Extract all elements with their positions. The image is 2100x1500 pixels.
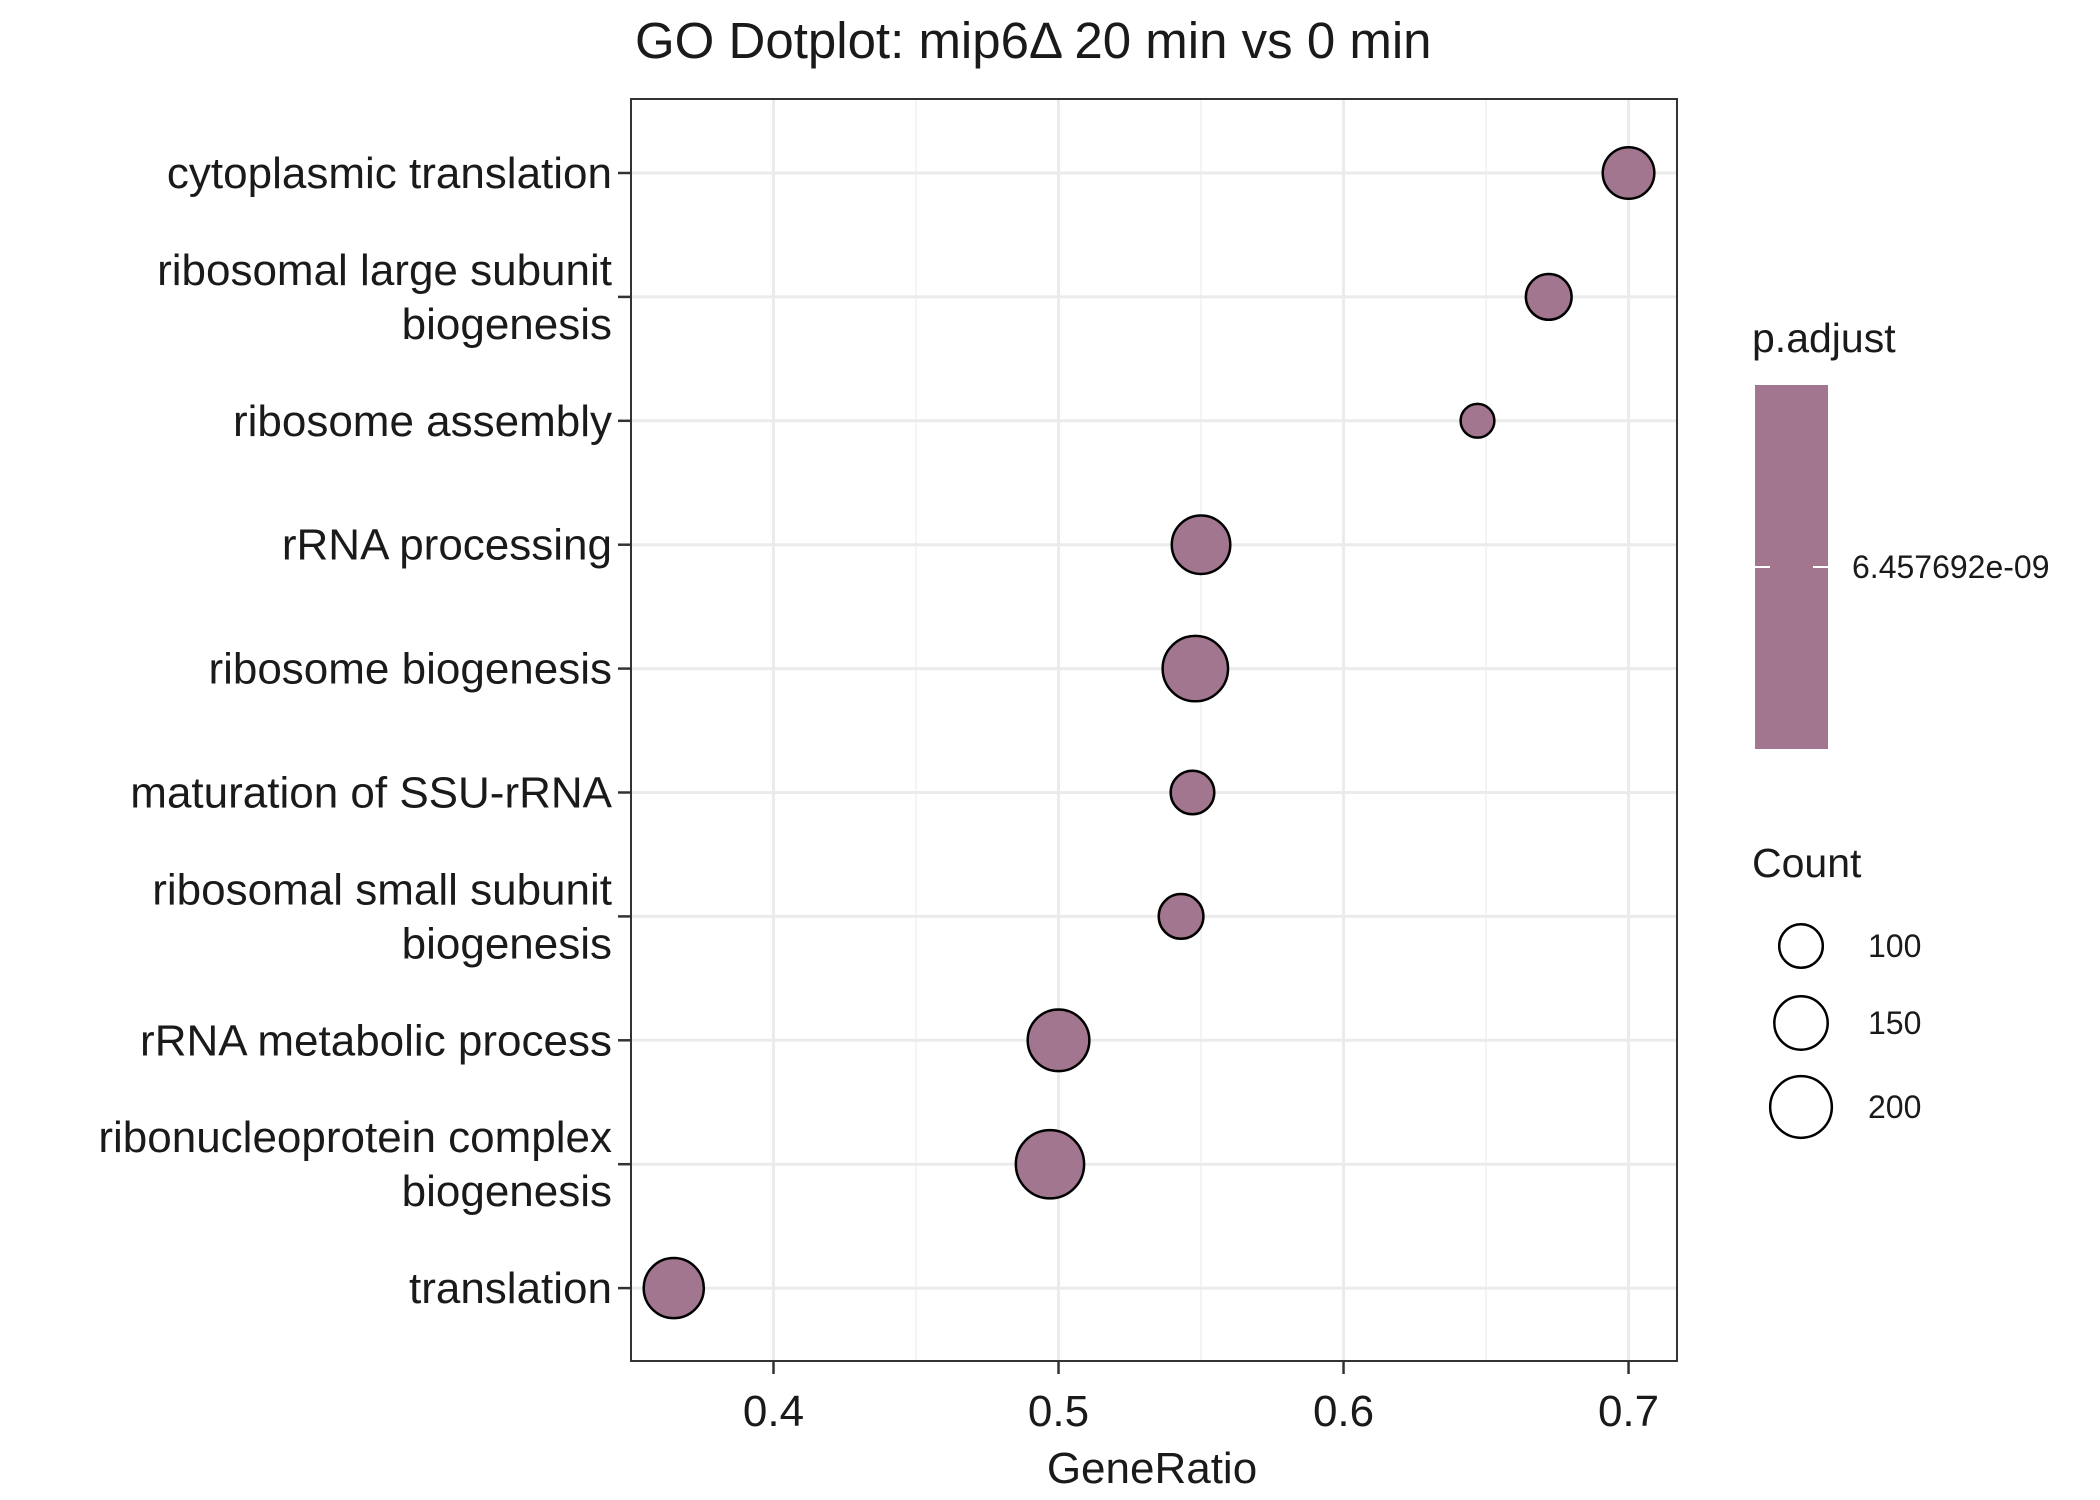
- x-tick-label: 0.6: [1313, 1387, 1374, 1436]
- data-point: [1161, 634, 1230, 703]
- category-label: rRNA processing: [282, 521, 612, 570]
- data-point: [1170, 514, 1232, 576]
- category-label: cytoplasmic translation: [167, 149, 612, 198]
- category-label: ribosome assembly: [233, 397, 612, 446]
- data-point: [1157, 892, 1205, 940]
- plot-area: cytoplasmic translation ribosomal large s…: [98, 98, 1678, 1436]
- count-legend-label: 150: [1868, 1005, 1921, 1041]
- x-tick-label: 0.7: [1598, 1387, 1659, 1436]
- category-label: translation: [409, 1264, 612, 1313]
- data-point: [1026, 1008, 1091, 1073]
- data-point: [1459, 402, 1496, 439]
- plot-border: [630, 98, 1678, 1362]
- count-legend-label: 200: [1868, 1089, 1921, 1125]
- data-point: [1014, 1128, 1086, 1200]
- data-point: [1601, 145, 1656, 201]
- x-tick-label: 0.4: [743, 1387, 804, 1436]
- x-axis-title: GeneRatio: [1047, 1444, 1257, 1493]
- data-point: [642, 1256, 706, 1320]
- p-adjust-legend-title: p.adjust: [1752, 315, 1896, 361]
- category-label: ribosome biogenesis: [208, 645, 612, 694]
- count-legend-key: [1777, 922, 1825, 970]
- category-label: ribosomal small subunit biogenesis: [152, 865, 612, 968]
- category-label: ribosomal large subunit biogenesis: [157, 246, 612, 349]
- count-legend-label: 100: [1868, 928, 1921, 964]
- category-label: maturation of SSU-rRNA: [130, 769, 612, 818]
- count-legend-title: Count: [1752, 840, 1862, 886]
- plot-background: [631, 99, 1677, 1361]
- chart-title: GO Dotplot: mip6Δ 20 min vs 0 min: [635, 12, 1432, 69]
- count-legend-key: [1773, 995, 1829, 1051]
- count-legend-key: [1768, 1074, 1834, 1140]
- p-adjust-legend: p.adjust 6.457692e-09: [1752, 315, 2050, 749]
- category-label: rRNA metabolic process: [140, 1016, 612, 1065]
- count-legend: Count 100 150 200: [1752, 840, 1921, 1140]
- category-label: ribonucleoprotein complex biogenesis: [98, 1113, 612, 1216]
- data-point: [1169, 769, 1216, 816]
- data-point: [1524, 272, 1573, 322]
- x-tick-label: 0.5: [1028, 1387, 1089, 1436]
- p-adjust-legend-label: 6.457692e-09: [1852, 549, 2050, 585]
